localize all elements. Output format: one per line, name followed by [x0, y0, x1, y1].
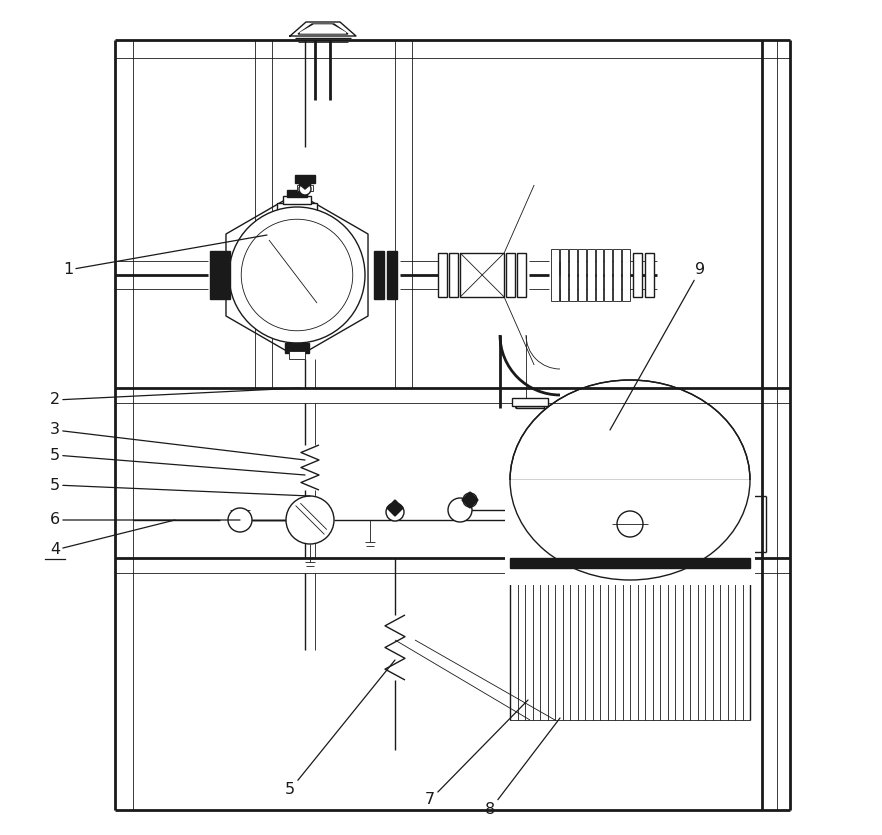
- Bar: [295, 175, 315, 183]
- Bar: [289, 351, 305, 359]
- Circle shape: [386, 503, 404, 521]
- Text: 2: 2: [50, 388, 300, 407]
- Text: 6: 6: [50, 513, 240, 528]
- Polygon shape: [462, 492, 478, 508]
- Bar: [512, 398, 548, 406]
- Text: 9: 9: [610, 262, 705, 430]
- Bar: [613, 249, 621, 301]
- Bar: [569, 249, 577, 301]
- Bar: [604, 249, 612, 301]
- Polygon shape: [298, 24, 348, 34]
- Text: 5: 5: [285, 660, 395, 797]
- Circle shape: [229, 207, 365, 343]
- Text: 4: 4: [50, 520, 175, 558]
- Bar: [506, 253, 515, 297]
- Polygon shape: [299, 179, 311, 189]
- Bar: [517, 253, 527, 297]
- Bar: [460, 253, 505, 297]
- Bar: [374, 251, 385, 299]
- Text: 5: 5: [50, 478, 310, 496]
- Text: 3: 3: [50, 423, 305, 460]
- Circle shape: [286, 496, 334, 544]
- Bar: [297, 185, 313, 191]
- Bar: [285, 343, 309, 353]
- Bar: [595, 249, 603, 301]
- Bar: [283, 196, 311, 204]
- Text: 5: 5: [50, 448, 305, 475]
- Polygon shape: [387, 500, 403, 516]
- Circle shape: [463, 493, 477, 507]
- Bar: [438, 253, 447, 297]
- Bar: [578, 249, 586, 301]
- Bar: [623, 249, 630, 301]
- Bar: [587, 249, 594, 301]
- Circle shape: [617, 511, 643, 537]
- Circle shape: [448, 498, 472, 522]
- Bar: [560, 249, 568, 301]
- Bar: [510, 480, 750, 558]
- Bar: [505, 480, 755, 585]
- Text: 8: 8: [485, 718, 560, 817]
- Bar: [645, 253, 654, 297]
- Bar: [220, 251, 229, 299]
- Bar: [551, 249, 559, 301]
- Bar: [633, 253, 642, 297]
- Circle shape: [242, 220, 353, 331]
- Polygon shape: [300, 25, 346, 33]
- Bar: [210, 251, 220, 299]
- Bar: [277, 203, 317, 213]
- Bar: [287, 190, 307, 197]
- Text: 1: 1: [63, 235, 267, 277]
- Bar: [387, 251, 397, 299]
- Bar: [516, 406, 544, 408]
- Text: 7: 7: [425, 700, 528, 807]
- Circle shape: [299, 183, 311, 195]
- Circle shape: [228, 508, 252, 532]
- Bar: [449, 253, 458, 297]
- Bar: [510, 558, 750, 568]
